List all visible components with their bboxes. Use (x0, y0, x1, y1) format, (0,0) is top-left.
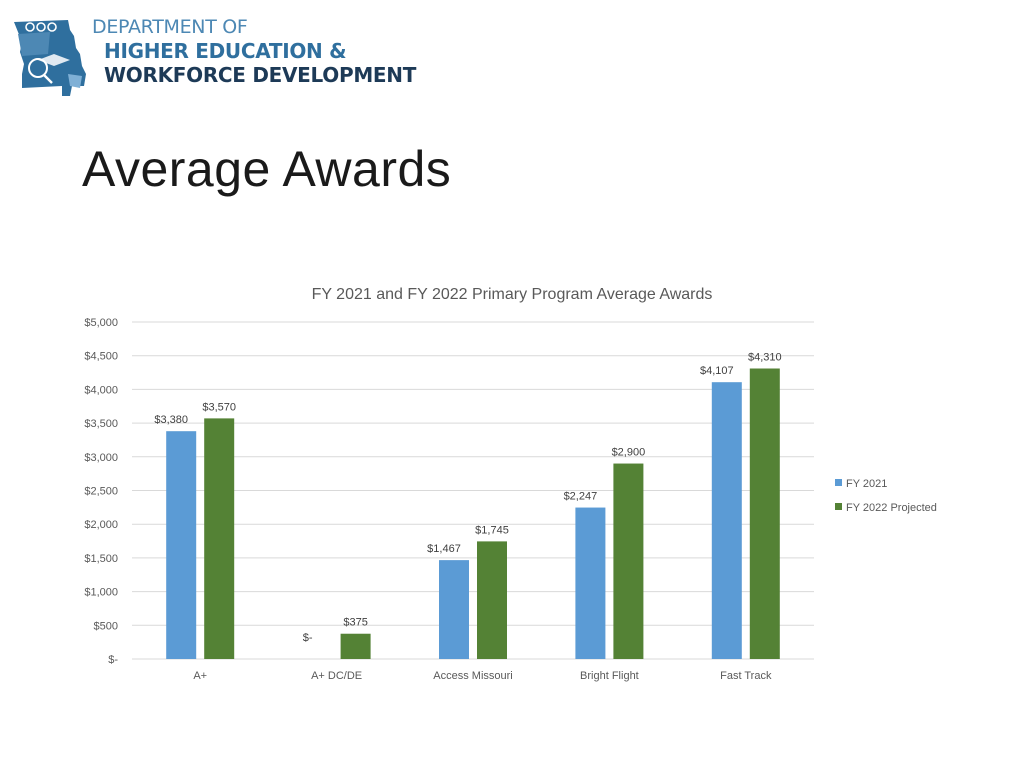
x-tick-label: Access Missouri (433, 670, 512, 682)
y-tick-label: $3,000 (84, 452, 118, 464)
bar-fy-2022-projected (749, 368, 780, 659)
legend: FY 2021 FY 2022 Projected (835, 478, 937, 514)
y-tick-label: $- (108, 654, 118, 666)
y-tick-label: $5,000 (84, 317, 118, 329)
data-label: $- (303, 632, 313, 644)
y-tick-label: $1,500 (84, 553, 118, 565)
bar-fy-2022-projected (477, 541, 507, 659)
y-axis-tick-labels: $- $500 $1,000 $1,500 $2,000 $2,500 $3,000 $3,5… (84, 317, 118, 666)
data-label: $1,467 (427, 543, 461, 555)
data-label: $3,380 (154, 414, 188, 426)
x-tick-label: Bright Flight (580, 670, 639, 682)
bar-fy-2022-projected (340, 633, 371, 659)
data-label: $3,570 (202, 401, 236, 413)
bar-chart: FY 2021 and FY 2022 Primary Program Aver… (84, 286, 937, 682)
data-label: $2,247 (564, 491, 598, 503)
data-label: $2,900 (612, 447, 646, 459)
legend-swatch (835, 479, 842, 486)
department-logo: DEPARTMENT OF HIGHER EDUCATION & WORKFOR… (10, 14, 420, 100)
bars (166, 368, 780, 659)
data-labels: $3,380 $3,570 $- $375 $1,467 $1,745 $2,247 $2,9… (154, 352, 781, 644)
data-label: $375 (343, 617, 367, 629)
legend-label: FY 2021 (846, 478, 887, 490)
bar-fy-2021 (575, 507, 606, 659)
x-tick-label: A+ (193, 670, 207, 682)
legend-swatch (835, 503, 842, 510)
bar-fy-2022-projected (204, 418, 235, 659)
logo-text-line-1: DEPARTMENT OF (92, 16, 248, 38)
bar-fy-2021 (711, 382, 742, 659)
y-tick-label: $4,500 (84, 351, 118, 363)
y-tick-label: $3,500 (84, 418, 118, 430)
x-tick-label: A+ DC/DE (311, 670, 362, 682)
data-label: $4,310 (748, 352, 782, 364)
logo-text-line-3: WORKFORCE DEVELOPMENT (104, 63, 417, 87)
data-label: $4,107 (700, 365, 734, 377)
missouri-state-logo-icon (14, 20, 86, 96)
chart-title: FY 2021 and FY 2022 Primary Program Aver… (312, 286, 713, 303)
x-tick-label: Fast Track (720, 670, 772, 682)
bar-fy-2022-projected (613, 463, 644, 659)
y-tick-label: $2,000 (84, 519, 118, 531)
data-label: $1,745 (475, 524, 509, 536)
logo-text-line-2: HIGHER EDUCATION & (104, 39, 347, 63)
y-tick-label: $4,000 (84, 384, 118, 396)
y-tick-label: $2,500 (84, 486, 118, 498)
y-tick-label: $1,000 (84, 587, 118, 599)
x-axis-tick-labels: A+ A+ DC/DE Access Missouri Bright Flight Fa… (193, 670, 772, 682)
bar-fy-2021 (166, 431, 197, 659)
slide-title: Average Awards (82, 141, 452, 197)
y-tick-label: $500 (94, 620, 118, 632)
gridlines (132, 321, 814, 660)
bar-fy-2021 (439, 560, 469, 659)
legend-label: FY 2022 Projected (846, 502, 937, 514)
